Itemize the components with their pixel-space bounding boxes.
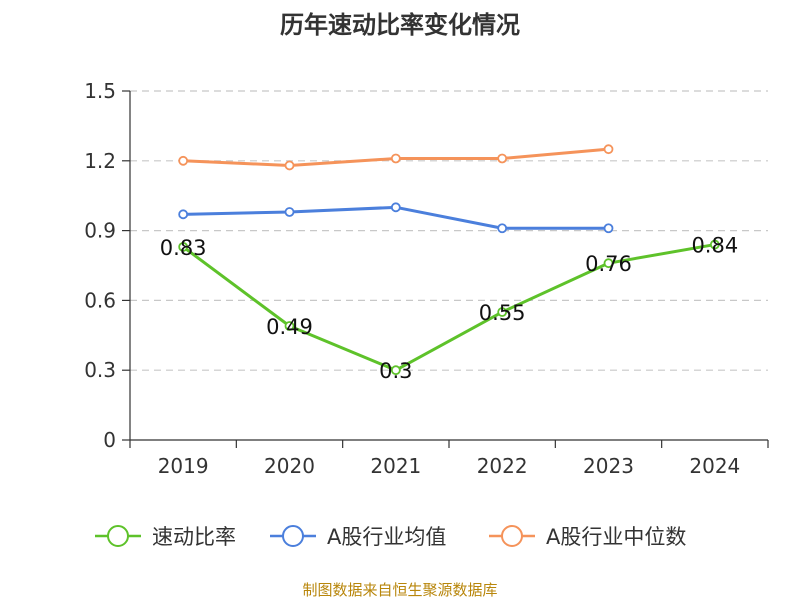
y-tick-label: 1.2 bbox=[84, 149, 116, 173]
legend-label: A股行业中位数 bbox=[546, 525, 686, 549]
y-tick-label: 0.6 bbox=[84, 288, 116, 312]
source-note: 制图数据来自恒生聚源数据库 bbox=[302, 581, 497, 599]
series-0 bbox=[178, 239, 720, 376]
data-point bbox=[390, 153, 401, 164]
data-point bbox=[284, 160, 295, 171]
data-labels: 0.83 0.49 0.3 0.55 0.76 0.84 bbox=[160, 234, 738, 384]
legend-item-0[interactable]: 速动比率 bbox=[95, 525, 236, 549]
data-point bbox=[178, 209, 189, 220]
data-label: 0.49 bbox=[266, 315, 313, 339]
x-tick-label: 2024 bbox=[689, 454, 740, 478]
chart-title: 历年速动比率变化情况 bbox=[280, 11, 520, 39]
data-point bbox=[497, 307, 508, 317]
data-point bbox=[178, 155, 189, 166]
data-point bbox=[497, 223, 508, 234]
legend-marker bbox=[282, 525, 304, 547]
x-tick-label: 2019 bbox=[158, 454, 209, 478]
legend-item-2[interactable]: A股行业中位数 bbox=[489, 525, 686, 549]
y-tick-label: 1.5 bbox=[84, 79, 116, 103]
data-label: 0.76 bbox=[585, 252, 632, 276]
data-label: 0.83 bbox=[160, 236, 207, 260]
data-point bbox=[603, 258, 614, 269]
data-label: 0.84 bbox=[691, 234, 738, 258]
data-point bbox=[390, 202, 401, 213]
x-tick-label: 2022 bbox=[477, 454, 528, 478]
data-point bbox=[284, 321, 295, 331]
legend-marker bbox=[107, 525, 129, 547]
legend-label: A股行业均值 bbox=[327, 525, 446, 549]
x-tick-label: 2021 bbox=[370, 454, 421, 478]
data-point bbox=[284, 207, 295, 217]
legend[interactable]: 速动比率 A股行业均值 A股行业中位数 bbox=[95, 525, 686, 549]
data-point bbox=[178, 241, 189, 252]
data-point bbox=[603, 223, 614, 234]
data-point bbox=[390, 365, 401, 376]
x-tick-label: 2023 bbox=[583, 454, 634, 478]
data-point bbox=[709, 239, 720, 250]
series-2 bbox=[178, 144, 614, 171]
series-line bbox=[182, 243, 716, 372]
series-1 bbox=[178, 202, 614, 234]
data-point bbox=[497, 153, 508, 164]
x-tick-label: 2020 bbox=[264, 454, 315, 478]
data-label: 0.55 bbox=[479, 301, 526, 325]
data-point bbox=[603, 144, 614, 155]
axes: 0 0.3 0.6 0.9 1.2 1.5 2019 2020 2021 2022 2023 2024 bbox=[84, 79, 769, 478]
legend-item-1[interactable]: A股行业均值 bbox=[270, 525, 446, 549]
data-label: 0.3 bbox=[379, 359, 412, 383]
series-layer bbox=[178, 144, 720, 376]
y-tick-label: 0 bbox=[103, 428, 116, 452]
grid-lines bbox=[130, 90, 768, 371]
legend-label: 速动比率 bbox=[152, 525, 236, 549]
y-tick-label: 0.9 bbox=[84, 219, 116, 243]
y-tick-label: 0.3 bbox=[84, 358, 116, 382]
legend-marker bbox=[501, 525, 523, 547]
